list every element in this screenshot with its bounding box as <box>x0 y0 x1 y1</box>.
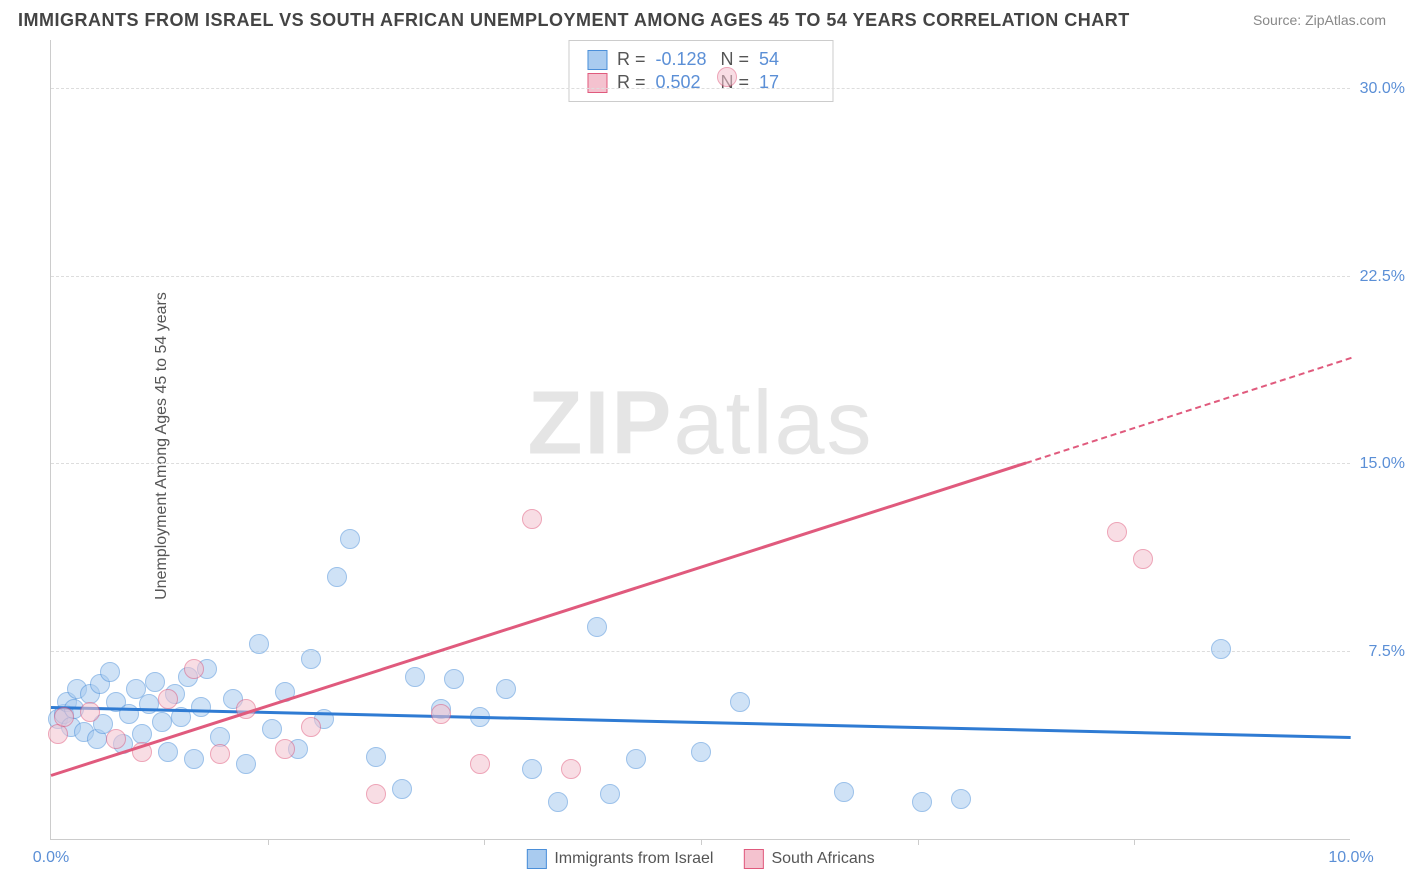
data-point <box>691 742 711 762</box>
x-tick-label: 0.0% <box>33 849 69 867</box>
data-point <box>184 749 204 769</box>
data-point <box>100 662 120 682</box>
x-tick-mark <box>484 839 485 845</box>
legend-item-1: Immigrants from Israel <box>526 849 713 869</box>
data-point <box>262 719 282 739</box>
stat-value-n1: 54 <box>759 49 814 70</box>
bottom-legend: Immigrants from Israel South Africans <box>526 849 874 869</box>
data-point <box>405 667 425 687</box>
x-tick-mark <box>1134 839 1135 845</box>
data-point <box>834 782 854 802</box>
data-point <box>717 67 737 87</box>
swatch-series-2 <box>587 73 607 93</box>
data-point <box>301 649 321 669</box>
legend-label-1: Immigrants from Israel <box>554 850 713 868</box>
data-point <box>80 702 100 722</box>
data-point <box>1133 549 1153 569</box>
data-point <box>912 792 932 812</box>
data-point <box>249 634 269 654</box>
data-point <box>587 617 607 637</box>
data-point <box>522 509 542 529</box>
x-tick-mark <box>268 839 269 845</box>
trend-line-extrapolated <box>1026 357 1352 464</box>
x-tick-mark <box>918 839 919 845</box>
stat-value-r1: -0.128 <box>656 49 711 70</box>
data-point <box>275 739 295 759</box>
data-point <box>522 759 542 779</box>
stats-legend-box: R = -0.128 N = 54 R = 0.502 N = 17 <box>568 40 833 102</box>
data-point <box>392 779 412 799</box>
chart-title: IMMIGRANTS FROM ISRAEL VS SOUTH AFRICAN … <box>18 10 1130 31</box>
plot-area: ZIPatlas R = -0.128 N = 54 R = 0.502 N =… <box>50 40 1350 840</box>
data-point <box>54 707 74 727</box>
data-point <box>158 742 178 762</box>
data-point <box>48 724 68 744</box>
data-point <box>730 692 750 712</box>
data-point <box>470 754 490 774</box>
x-tick-label: 10.0% <box>1328 849 1373 867</box>
data-point <box>496 679 516 699</box>
gridline <box>51 463 1350 464</box>
data-point <box>210 744 230 764</box>
data-point <box>236 754 256 774</box>
trend-line <box>51 461 1027 776</box>
swatch-legend-1 <box>526 849 546 869</box>
swatch-legend-2 <box>743 849 763 869</box>
data-point <box>600 784 620 804</box>
x-tick-mark <box>701 839 702 845</box>
legend-label-2: South Africans <box>771 850 874 868</box>
data-point <box>1107 522 1127 542</box>
data-point <box>366 784 386 804</box>
data-point <box>951 789 971 809</box>
stat-value-n2: 17 <box>759 72 814 93</box>
stats-row-series-1: R = -0.128 N = 54 <box>587 49 814 70</box>
stats-row-series-2: R = 0.502 N = 17 <box>587 72 814 93</box>
data-point <box>327 567 347 587</box>
data-point <box>158 689 178 709</box>
stat-value-r2: 0.502 <box>656 72 711 93</box>
data-point <box>152 712 172 732</box>
correlation-chart: IMMIGRANTS FROM ISRAEL VS SOUTH AFRICAN … <box>0 0 1406 892</box>
data-point <box>548 792 568 812</box>
data-point <box>561 759 581 779</box>
y-tick-label: 7.5% <box>1369 643 1405 661</box>
legend-item-2: South Africans <box>743 849 874 869</box>
data-point <box>626 749 646 769</box>
gridline <box>51 651 1350 652</box>
data-point <box>340 529 360 549</box>
data-point <box>301 717 321 737</box>
stat-label-r: R = <box>617 49 646 70</box>
y-tick-label: 22.5% <box>1360 268 1405 286</box>
data-point <box>106 729 126 749</box>
gridline <box>51 88 1350 89</box>
data-point <box>431 704 451 724</box>
data-point <box>444 669 464 689</box>
y-tick-label: 15.0% <box>1360 455 1405 473</box>
data-point <box>366 747 386 767</box>
data-point <box>191 697 211 717</box>
data-point <box>1211 639 1231 659</box>
y-tick-label: 30.0% <box>1360 80 1405 98</box>
data-point <box>145 672 165 692</box>
data-point <box>184 659 204 679</box>
stat-label-r: R = <box>617 72 646 93</box>
source-attribution: Source: ZipAtlas.com <box>1253 12 1386 28</box>
swatch-series-1 <box>587 50 607 70</box>
gridline <box>51 276 1350 277</box>
watermark: ZIPatlas <box>527 372 873 475</box>
